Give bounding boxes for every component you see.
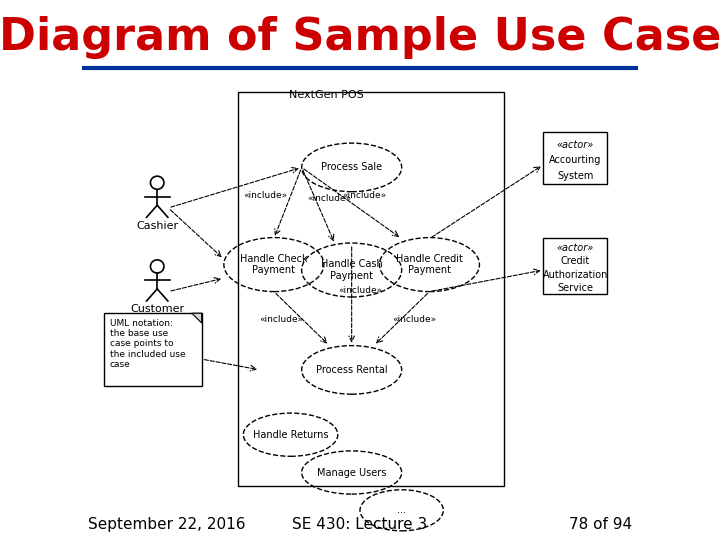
Text: NextGen POS: NextGen POS [289,90,364,100]
Text: «include»: «include» [392,315,436,324]
Text: System: System [557,171,593,181]
Text: «include»: «include» [259,315,303,324]
Text: Manage Users: Manage Users [317,468,387,477]
Text: ...: ... [397,505,406,515]
Text: Handle Cash
Payment: Handle Cash Payment [321,259,382,281]
Text: 78 of 94: 78 of 94 [569,517,632,532]
Text: September 22, 2016: September 22, 2016 [88,517,246,532]
Text: Service: Service [557,283,593,293]
Text: UML notation:
the base use
case points to
the included use
case: UML notation: the base use case points t… [110,319,186,369]
Text: «include»: «include» [342,191,387,200]
Text: Diagram of Sample Use Case: Diagram of Sample Use Case [0,16,720,59]
Text: «actor»: «actor» [557,243,594,253]
Text: Process Rental: Process Rental [316,365,387,375]
FancyBboxPatch shape [104,313,202,386]
Text: Handle Returns: Handle Returns [253,430,328,440]
Polygon shape [192,313,202,323]
Text: Customer: Customer [130,305,184,314]
Text: «actor»: «actor» [557,140,594,150]
Text: Authorization: Authorization [543,269,608,280]
Text: «include»: «include» [307,194,351,202]
Text: Accourting: Accourting [549,156,601,165]
Text: «include»: «include» [338,286,382,295]
Text: «include»: «include» [243,191,288,200]
Text: Handle Check
Payment: Handle Check Payment [240,254,307,275]
Text: Handle Credit
Payment: Handle Credit Payment [396,254,463,275]
Text: Cashier: Cashier [136,221,179,231]
Text: SE 430: Lecture 3: SE 430: Lecture 3 [292,517,428,532]
Text: Process Sale: Process Sale [321,163,382,172]
Text: Credit: Credit [561,256,590,266]
